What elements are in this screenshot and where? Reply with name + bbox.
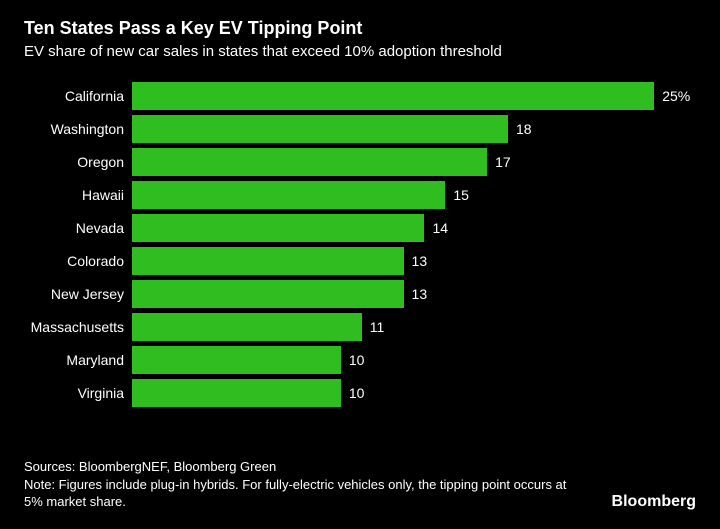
bar-row: Nevada 14 xyxy=(24,214,696,242)
bar-label: Massachusetts xyxy=(24,319,132,335)
chart-subtitle: EV share of new car sales in states that… xyxy=(24,43,696,60)
bar-row: Virginia 10 xyxy=(24,379,696,407)
bar-label: Hawaii xyxy=(24,187,132,203)
bar-value: 13 xyxy=(412,286,428,302)
bar-label: Washington xyxy=(24,121,132,137)
bar-fill xyxy=(132,280,404,308)
bar-fill xyxy=(132,247,404,275)
bar-track: 14 xyxy=(132,214,696,242)
bar-label: Virginia xyxy=(24,385,132,401)
bar-fill xyxy=(132,82,654,110)
bar-value: 11 xyxy=(370,319,385,335)
bar-row: California 25% xyxy=(24,82,696,110)
note-text: Note: Figures include plug-in hybrids. F… xyxy=(24,476,584,511)
bar-track: 10 xyxy=(132,346,696,374)
bar-label: Colorado xyxy=(24,253,132,269)
bar-value: 15 xyxy=(453,187,469,203)
chart-title: Ten States Pass a Key EV Tipping Point xyxy=(24,18,696,39)
bar-row: Hawaii 15 xyxy=(24,181,696,209)
brand-label: Bloomberg xyxy=(612,493,696,511)
bar-value: 10 xyxy=(349,352,365,368)
bar-track: 17 xyxy=(132,148,696,176)
bar-value: 25% xyxy=(662,88,690,104)
bar-track: 25% xyxy=(132,82,696,110)
bar-label: California xyxy=(24,88,132,104)
bar-track: 15 xyxy=(132,181,696,209)
bar-value: 10 xyxy=(349,385,365,401)
bar-value: 13 xyxy=(412,253,428,269)
bar-label: New Jersey xyxy=(24,286,132,302)
bar-fill xyxy=(132,115,508,143)
bar-row: Oregon 17 xyxy=(24,148,696,176)
bar-fill xyxy=(132,379,341,407)
bar-track: 11 xyxy=(132,313,696,341)
sources-text: Sources: BloombergNEF, Bloomberg Green xyxy=(24,459,696,474)
bar-track: 13 xyxy=(132,247,696,275)
bar-fill xyxy=(132,346,341,374)
bar-row: Washington 18 xyxy=(24,115,696,143)
bar-fill xyxy=(132,214,424,242)
bar-fill xyxy=(132,181,445,209)
bar-track: 10 xyxy=(132,379,696,407)
bar-label: Oregon xyxy=(24,154,132,170)
bar-track: 18 xyxy=(132,115,696,143)
bar-row: New Jersey 13 xyxy=(24,280,696,308)
bar-fill xyxy=(132,313,362,341)
bar-track: 13 xyxy=(132,280,696,308)
chart-container: Ten States Pass a Key EV Tipping Point E… xyxy=(0,0,720,407)
bar-fill xyxy=(132,148,487,176)
bar-value: 18 xyxy=(516,121,532,137)
bar-value: 17 xyxy=(495,154,511,170)
bar-row: Massachusetts 11 xyxy=(24,313,696,341)
bar-label: Maryland xyxy=(24,352,132,368)
bar-value: 14 xyxy=(432,220,448,236)
bar-label: Nevada xyxy=(24,220,132,236)
chart-footer: Sources: BloombergNEF, Bloomberg Green N… xyxy=(24,459,696,511)
bar-row: Colorado 13 xyxy=(24,247,696,275)
bars-area: California 25% Washington 18 Oregon 17 Hawaii 1… xyxy=(24,82,696,407)
bar-row: Maryland 10 xyxy=(24,346,696,374)
